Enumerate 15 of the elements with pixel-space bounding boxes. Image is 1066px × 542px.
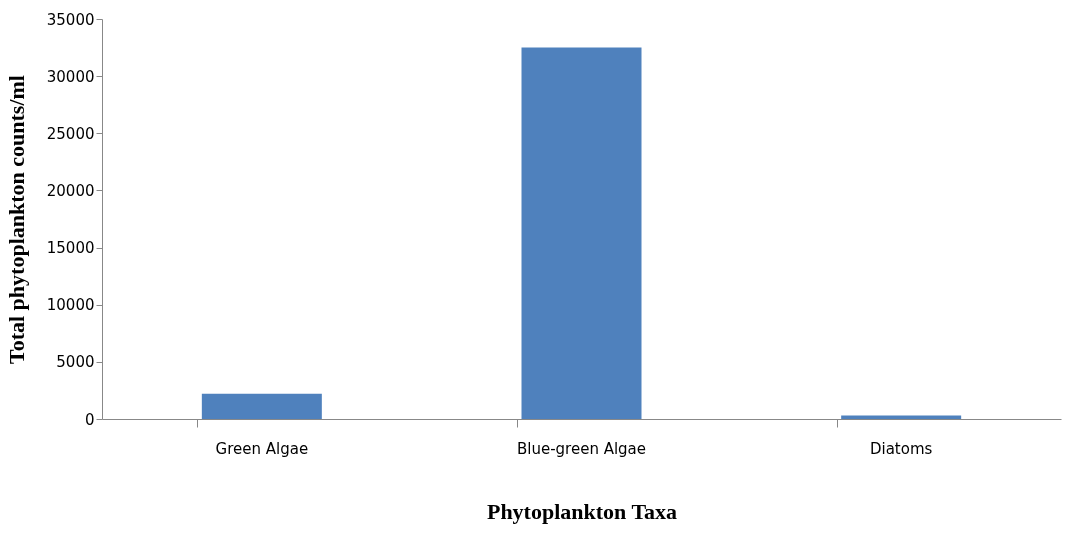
y-tick-label: 0 <box>84 410 95 429</box>
x-tick-label: Green Algae <box>215 439 309 458</box>
y-axis-title: Total phytoplankton counts/ml <box>3 75 29 364</box>
bar <box>521 47 642 419</box>
bar <box>201 393 322 419</box>
y-tick-label: 20000 <box>46 181 95 200</box>
y-tick-label: 15000 <box>46 239 95 258</box>
y-tick-label: 35000 <box>46 10 95 29</box>
x-axis-title: Phytoplankton Taxa <box>486 498 678 524</box>
y-tick-label: 25000 <box>46 124 95 143</box>
y-tick-label: 5000 <box>56 353 95 372</box>
x-tick-label: Diatoms <box>869 439 933 458</box>
y-tick-label: 30000 <box>46 67 95 86</box>
x-tick-label: Blue-green Algae <box>516 439 647 458</box>
y-tick-label: 10000 <box>46 296 95 315</box>
